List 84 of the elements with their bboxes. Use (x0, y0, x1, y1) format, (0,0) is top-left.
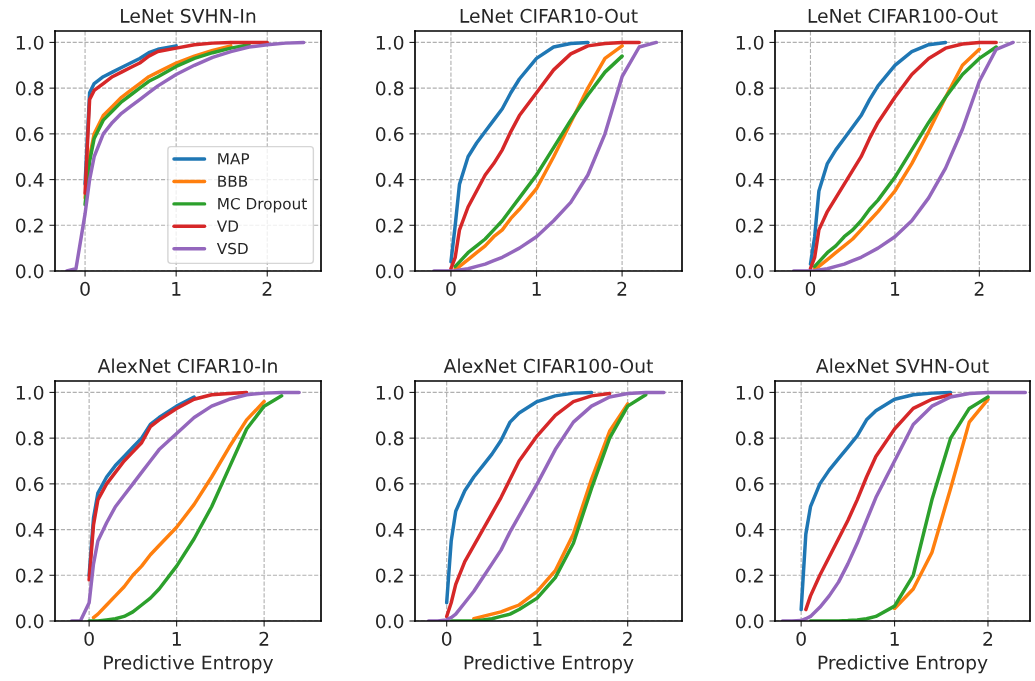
line-series (444, 391, 612, 619)
y-tick-label: 0.0 (376, 264, 404, 279)
y-tick-label: 1.0 (736, 385, 764, 400)
y-tick-label: 0.4 (736, 172, 764, 187)
y-tick-label: 0.8 (736, 81, 764, 96)
legend-label: VSD (216, 242, 248, 255)
line-series (808, 40, 948, 266)
legend-label: MAP (218, 153, 250, 165)
line-series (83, 40, 269, 196)
x-tick-label: 1 (891, 281, 900, 296)
line-series (87, 390, 249, 582)
y-tick-label: 1.0 (736, 35, 764, 50)
y-tick-label: 0.4 (376, 172, 404, 187)
y-tick-label: 0.2 (376, 218, 403, 233)
line-series (449, 40, 590, 264)
chart-title: LeNet CIFAR100-Out (808, 8, 998, 23)
y-tick-label: 0.4 (736, 522, 764, 537)
y-tick-label: 0.8 (736, 431, 764, 446)
y-tick-label: 1.0 (376, 35, 404, 50)
y-tick-label: 0.4 (16, 172, 44, 187)
x-tick-label: 0 (84, 631, 94, 646)
chart-title: AlexNet CIFAR10-In (97, 358, 277, 373)
chart-title: LeNet CIFAR10-Out (460, 8, 638, 23)
line-series (808, 395, 990, 621)
y-tick-label: 0.8 (16, 81, 44, 96)
x-tick-label: 2 (262, 281, 272, 296)
x-tick-label: 1 (172, 631, 181, 646)
y-tick-label: 0.0 (736, 614, 764, 629)
y-tick-label: 0.2 (736, 568, 763, 583)
chart-title: AlexNet CIFAR100-Out (443, 358, 653, 373)
y-tick-label: 0.2 (736, 218, 763, 233)
y-tick-label: 0.2 (16, 218, 43, 233)
y-tick-label: 0.2 (16, 568, 43, 583)
x-tick-label: 0 (446, 281, 456, 296)
x-tick-label: 2 (259, 631, 269, 646)
y-tick-label: 0.0 (16, 264, 44, 279)
x-tick-label: 0 (796, 631, 806, 646)
y-tick-label: 0.4 (16, 522, 44, 537)
y-tick-label: 0.0 (16, 614, 44, 629)
line-series (65, 40, 306, 271)
y-tick-label: 0.0 (376, 614, 404, 629)
x-tick-label: 2 (974, 281, 984, 296)
x-tick-label: 2 (617, 281, 627, 296)
chart-title: AlexNet SVHN-Out (815, 358, 989, 373)
line-series (432, 40, 659, 271)
line-series (449, 392, 648, 621)
chart-title: LeNet SVHN-In (121, 8, 256, 23)
line-series (892, 397, 990, 611)
y-tick-label: 1.0 (16, 35, 44, 50)
x-tick-label: 1 (172, 281, 181, 296)
x-axis-title: Predictive Entropy (818, 655, 988, 674)
x-tick-label: 1 (890, 631, 899, 646)
y-tick-label: 0.6 (736, 477, 764, 492)
x-tick-label: 0 (80, 281, 90, 296)
x-tick-label: 0 (441, 631, 452, 646)
line-series (472, 402, 630, 621)
y-tick-label: 1.0 (376, 385, 404, 400)
y-tick-label: 0.6 (16, 127, 44, 142)
y-tick-label: 0.8 (16, 431, 44, 446)
y-tick-label: 0.0 (736, 264, 764, 279)
legend-label: MC Dropout (218, 197, 307, 213)
x-tick-label: 1 (532, 281, 541, 296)
x-tick-label: 2 (983, 631, 993, 646)
x-axis-title: Predictive Entropy (464, 655, 634, 674)
legend-label: BBB (218, 175, 248, 187)
y-tick-label: 0.4 (376, 522, 404, 537)
y-tick-label: 0.2 (376, 568, 403, 583)
y-tick-label: 0.6 (376, 477, 404, 492)
line-series (444, 390, 594, 605)
x-tick-label: 1 (533, 631, 542, 646)
line-series (780, 390, 1028, 621)
x-axis-title: Predictive Entropy (104, 655, 274, 674)
y-tick-label: 0.8 (376, 81, 404, 96)
y-tick-label: 0.6 (16, 477, 44, 492)
x-tick-label: 2 (623, 631, 632, 646)
x-tick-label: 0 (805, 281, 816, 296)
y-tick-label: 0.6 (736, 127, 764, 142)
line-series (69, 390, 301, 621)
y-tick-label: 0.6 (376, 127, 404, 142)
y-tick-label: 1.0 (16, 385, 44, 400)
y-tick-label: 0.8 (376, 431, 404, 446)
legend-label: VD (216, 220, 239, 232)
line-series (791, 40, 1015, 271)
line-series (426, 390, 666, 621)
